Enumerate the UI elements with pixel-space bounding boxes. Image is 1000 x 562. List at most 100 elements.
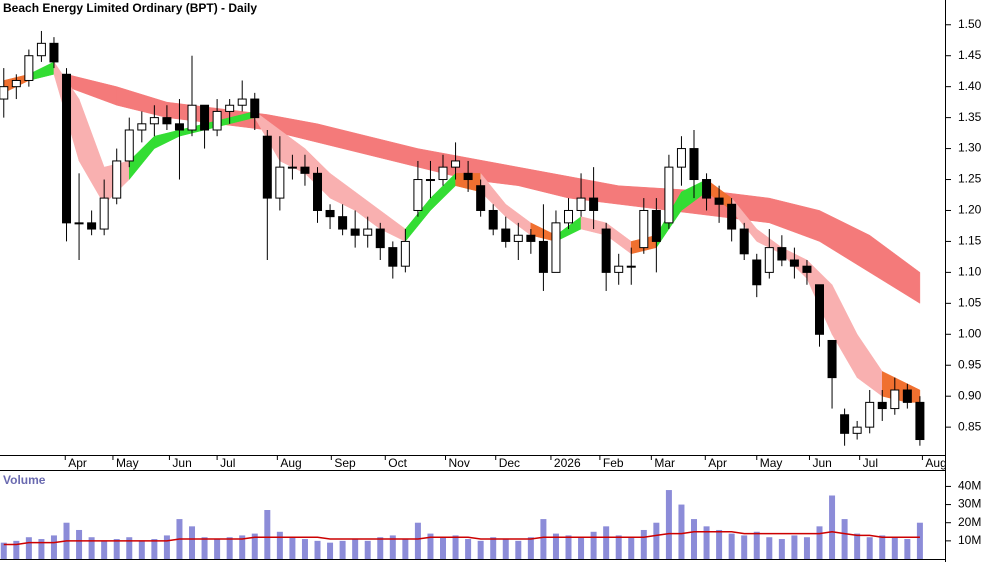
candle-body <box>49 42 59 63</box>
candle-body <box>877 401 887 410</box>
volume-bar <box>88 537 95 559</box>
volume-bar <box>778 539 785 559</box>
volume-tick-label: 10M <box>958 533 981 547</box>
volume-bar <box>189 526 196 559</box>
x-tick-label: May <box>760 456 783 470</box>
candle-body <box>262 135 272 199</box>
volume-bar <box>251 533 258 559</box>
volume-bar <box>578 537 585 559</box>
candle-body <box>614 265 624 273</box>
volume-bar <box>76 529 83 559</box>
x-tick-label: May <box>116 456 139 470</box>
candle-body <box>739 228 749 255</box>
volume-bar <box>565 535 572 559</box>
candle-body <box>388 247 398 267</box>
volume-bar <box>628 537 635 559</box>
candle-body <box>225 104 235 112</box>
candle-body <box>564 209 574 224</box>
x-tick-label: 2026 <box>554 456 581 470</box>
candle-body <box>601 228 611 273</box>
volume-bar <box>603 526 610 559</box>
volume-bar <box>540 519 547 559</box>
candle-body <box>174 123 184 131</box>
volume-bar <box>239 535 246 559</box>
candle-body <box>463 172 473 181</box>
volume-bar <box>276 531 283 559</box>
x-tick-label: Jul <box>220 456 235 470</box>
x-tick-label: Apr <box>708 456 727 470</box>
volume-bar <box>615 535 622 559</box>
x-tick-label: Oct <box>388 456 407 470</box>
y-tick-label: 1.30 <box>958 141 982 155</box>
volume-bar <box>264 510 271 559</box>
candle-body <box>350 228 360 236</box>
candle-body <box>764 247 774 273</box>
volume-bar <box>640 529 647 559</box>
volume-bar <box>879 535 886 559</box>
volume-bar <box>151 539 158 559</box>
volume-bar <box>465 539 472 559</box>
candle-body <box>451 160 461 168</box>
ma-band <box>869 234 921 304</box>
x-tick-label: Mar <box>654 456 675 470</box>
y-tick-label: 1.45 <box>958 48 982 62</box>
candle-body <box>338 216 348 230</box>
volume-bar <box>226 537 233 559</box>
volume-bar <box>327 542 334 559</box>
x-tick-label: Jul <box>863 456 878 470</box>
volume-bar <box>377 537 384 559</box>
candle-body <box>363 228 373 236</box>
volume-bar <box>829 495 836 559</box>
candle-body <box>915 401 925 441</box>
candle-body <box>702 179 712 199</box>
x-tick-label: Jun <box>812 456 831 470</box>
volume-bar <box>414 522 421 559</box>
candle-body <box>425 179 435 182</box>
candle-body <box>890 389 900 410</box>
candle-body <box>789 259 799 267</box>
candle-body <box>325 209 335 218</box>
y-tick-label: 1.35 <box>958 110 982 124</box>
volume-bar <box>214 539 221 559</box>
y-tick-label: 1.15 <box>958 234 982 248</box>
candle-body <box>777 247 787 261</box>
volume-bar <box>452 535 459 559</box>
y-tick-label: 0.85 <box>958 419 982 433</box>
candle-body <box>36 42 46 57</box>
candle-body <box>589 197 599 211</box>
candle-body <box>526 234 536 242</box>
candle-body <box>24 55 34 81</box>
candle-body <box>626 265 636 268</box>
volume-bar <box>289 537 296 559</box>
volume-bar <box>25 537 32 559</box>
volume-bar <box>502 539 509 559</box>
candle-body <box>162 117 172 125</box>
volume-bar <box>490 537 497 559</box>
candle-body <box>852 426 862 434</box>
volume-tick-label: 40M <box>958 479 981 493</box>
candle-body <box>639 209 649 249</box>
x-tick-label: Dec <box>499 456 520 470</box>
volume-bar <box>854 533 861 559</box>
candle-body <box>400 240 410 267</box>
volume-bar <box>339 540 346 559</box>
y-tick-label: 1.25 <box>958 172 982 186</box>
candle-body <box>74 222 84 225</box>
volume-bar <box>766 537 773 559</box>
volume-bar <box>703 526 710 559</box>
x-tick-label: Aug <box>925 456 946 470</box>
candle-body <box>902 389 912 403</box>
volume-bar <box>841 519 848 559</box>
candle-body <box>827 339 837 379</box>
volume-bar <box>427 533 434 559</box>
y-tick-label: 1.10 <box>958 265 982 279</box>
y-tick-label: 1.50 <box>958 17 982 31</box>
candle-body <box>689 148 699 181</box>
x-tick-label: Jun <box>172 456 191 470</box>
volume-label: Volume <box>3 473 46 487</box>
volume-bar <box>38 539 45 559</box>
candle-body <box>200 104 210 131</box>
candle-body <box>840 414 850 434</box>
